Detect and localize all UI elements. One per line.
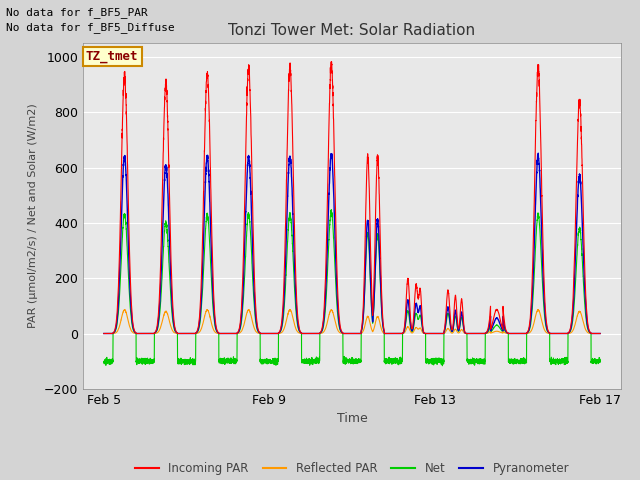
Text: TZ_tmet: TZ_tmet [86,50,138,63]
Text: No data for f_BF5_PAR: No data for f_BF5_PAR [6,7,148,18]
X-axis label: Time: Time [337,412,367,425]
Title: Tonzi Tower Met: Solar Radiation: Tonzi Tower Met: Solar Radiation [228,23,476,38]
Y-axis label: PAR (μmol/m2/s) / Net and Solar (W/m2): PAR (μmol/m2/s) / Net and Solar (W/m2) [28,104,38,328]
Text: No data for f_BF5_Diffuse: No data for f_BF5_Diffuse [6,22,175,33]
Legend: Incoming PAR, Reflected PAR, Net, Pyranometer: Incoming PAR, Reflected PAR, Net, Pyrano… [130,457,574,480]
